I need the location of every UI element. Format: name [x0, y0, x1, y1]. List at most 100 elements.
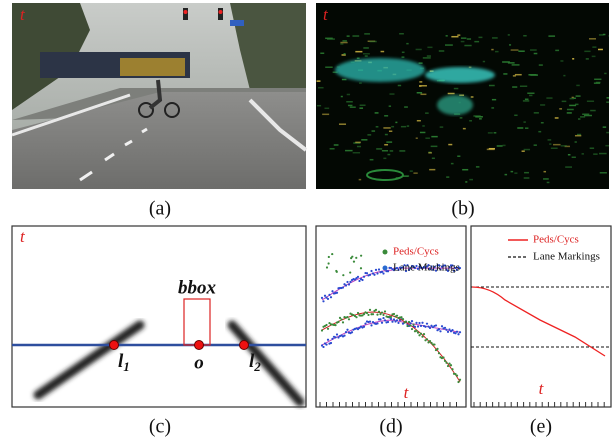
speckle: [317, 80, 321, 82]
point: [327, 328, 329, 330]
point: [382, 314, 384, 316]
point: [406, 325, 408, 327]
speckle: [471, 96, 474, 98]
speckle: [578, 118, 581, 120]
speckle: [511, 171, 514, 173]
point: [444, 327, 446, 329]
point: [448, 362, 450, 364]
point: [360, 255, 362, 257]
point: [459, 331, 461, 333]
speckle: [422, 125, 425, 127]
point: [417, 332, 419, 334]
point: [373, 274, 375, 276]
speckle: [607, 97, 613, 99]
speckle: [523, 121, 525, 123]
point: [387, 270, 389, 272]
speckle: [350, 106, 356, 108]
speckle: [562, 101, 567, 103]
speckle: [389, 130, 392, 132]
legend-label: Peds/Cycs: [533, 234, 579, 246]
point: [366, 312, 368, 314]
point: [433, 343, 435, 345]
point: [387, 321, 389, 323]
point: [396, 319, 398, 321]
point: [457, 333, 459, 335]
point: [336, 333, 338, 335]
speckle: [345, 150, 353, 152]
point: [346, 316, 348, 318]
speckle: [355, 142, 361, 144]
speckle: [543, 178, 549, 180]
speckle: [469, 179, 473, 181]
speckle: [427, 47, 432, 49]
point: [331, 338, 333, 340]
speckle: [474, 41, 479, 43]
speckle: [395, 122, 397, 124]
speckle: [555, 50, 559, 52]
speckle: [467, 38, 471, 40]
speckle: [483, 61, 485, 63]
speckle: [592, 56, 596, 58]
speckle: [460, 117, 463, 119]
point: [327, 298, 329, 300]
speckle: [425, 112, 429, 114]
speckle: [363, 47, 369, 49]
point: [391, 321, 393, 323]
point: [429, 327, 431, 329]
speckle: [603, 126, 606, 128]
point: [349, 271, 351, 273]
point-label-sub: 1: [123, 359, 130, 374]
speckle: [548, 139, 552, 141]
point: [353, 261, 355, 263]
point: [351, 331, 353, 333]
point: [364, 322, 366, 324]
point: [426, 323, 428, 325]
point: [418, 322, 420, 324]
caption: (a): [149, 198, 171, 220]
speckle: [431, 136, 437, 138]
point: [345, 284, 347, 286]
speckle: [534, 112, 539, 114]
speckle: [347, 94, 350, 96]
speckle: [390, 150, 394, 152]
speckle: [541, 122, 544, 124]
speckle: [324, 108, 329, 110]
speckle: [427, 55, 431, 57]
point: [369, 274, 371, 276]
speckle: [344, 53, 346, 55]
speckle: [502, 61, 510, 63]
speckle: [382, 150, 388, 152]
speckle: [457, 34, 460, 36]
speckle: [446, 35, 448, 37]
point: [378, 311, 380, 313]
speckle: [515, 74, 522, 76]
speckle: [383, 127, 390, 128]
point: [381, 322, 383, 324]
speckle: [523, 100, 529, 102]
speckle: [508, 34, 510, 36]
speckle: [322, 114, 329, 116]
speckle: [575, 135, 581, 137]
speckle: [402, 52, 405, 54]
point: [384, 319, 386, 321]
point: [363, 276, 365, 278]
speckle: [386, 141, 392, 143]
caption: (e): [530, 416, 552, 438]
point: [375, 309, 377, 311]
speckle: [383, 158, 386, 160]
speckle: [399, 33, 404, 35]
speckle: [479, 118, 482, 120]
photo-b: [316, 3, 613, 189]
speckle: [539, 64, 543, 66]
point: [337, 321, 339, 323]
point: [372, 313, 374, 315]
speckle: [439, 50, 444, 52]
speckle: [525, 99, 529, 101]
speckle: [352, 35, 359, 37]
point: [450, 364, 452, 366]
point: [345, 331, 347, 333]
point: [366, 272, 368, 274]
point: [420, 325, 422, 327]
speckle: [429, 169, 435, 171]
speckle: [413, 172, 417, 174]
